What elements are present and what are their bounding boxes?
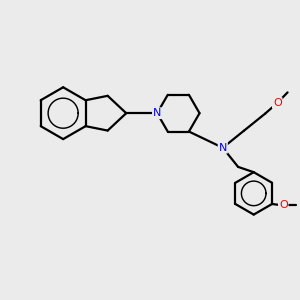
Text: N: N [153, 108, 161, 118]
Text: N: N [219, 143, 227, 153]
Text: O: O [279, 200, 288, 211]
Text: O: O [273, 98, 282, 108]
